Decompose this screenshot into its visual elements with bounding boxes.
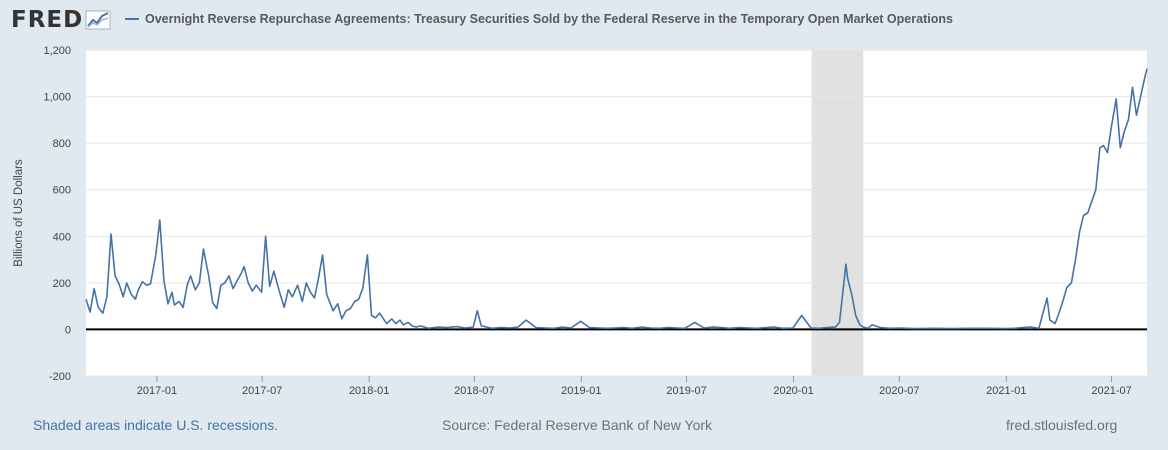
x-axis-ticks: 2017-01 2017-07 2018-01 2018-07 2019-01 2019-… xyxy=(137,376,1132,397)
x-tick-label: 2020-07 xyxy=(879,385,919,397)
series-line xyxy=(85,68,1148,330)
y-axis-label: Billions of US Dollars xyxy=(13,159,25,267)
fred-logo[interactable]: FRED xyxy=(11,6,111,34)
y-tick-label: 800 xyxy=(53,138,71,150)
x-tick-label: 2019-01 xyxy=(561,385,601,397)
x-tick-label: 2017-01 xyxy=(137,385,177,397)
x-tick-label: 2017-07 xyxy=(242,385,282,397)
line-graph-icon xyxy=(85,10,111,30)
y-tick-label: 1,200 xyxy=(43,45,71,57)
x-tick-label: 2019-07 xyxy=(666,385,706,397)
legend-swatch xyxy=(125,18,139,20)
recession-note-link[interactable]: Shaded areas indicate U.S. recessions. xyxy=(33,417,279,433)
y-tick-label: -200 xyxy=(49,371,71,383)
chart-header: FRED Overnight Reverse Repurchase Agreem… xyxy=(0,0,1168,40)
fred-logo-text: FRED xyxy=(11,7,84,33)
x-tick-label: 2020-01 xyxy=(773,385,813,397)
y-tick-label: 600 xyxy=(53,185,71,197)
recession-shading xyxy=(811,50,864,376)
y-axis-ticks: -200 0 200 400 600 800 1,000 1,200 xyxy=(43,45,71,383)
chart-title: Overnight Reverse Repurchase Agreements:… xyxy=(145,12,953,26)
chart-legend: Overnight Reverse Repurchase Agreements:… xyxy=(125,12,953,26)
site-link[interactable]: fred.stlouisfed.org xyxy=(1006,417,1118,433)
y-tick-label: 200 xyxy=(53,278,71,290)
x-tick-label: 2018-07 xyxy=(454,385,494,397)
x-tick-label: 2021-01 xyxy=(986,385,1026,397)
recession-band xyxy=(811,50,864,376)
y-tick-label: 400 xyxy=(53,231,71,243)
plot-area xyxy=(86,50,1147,376)
x-tick-label: 2021-07 xyxy=(1091,385,1131,397)
y-tick-label: 1,000 xyxy=(43,92,71,104)
source-note: Source: Federal Reserve Bank of New York xyxy=(442,417,713,433)
x-tick-label: 2018-01 xyxy=(349,385,389,397)
y-tick-label: 0 xyxy=(65,324,71,336)
